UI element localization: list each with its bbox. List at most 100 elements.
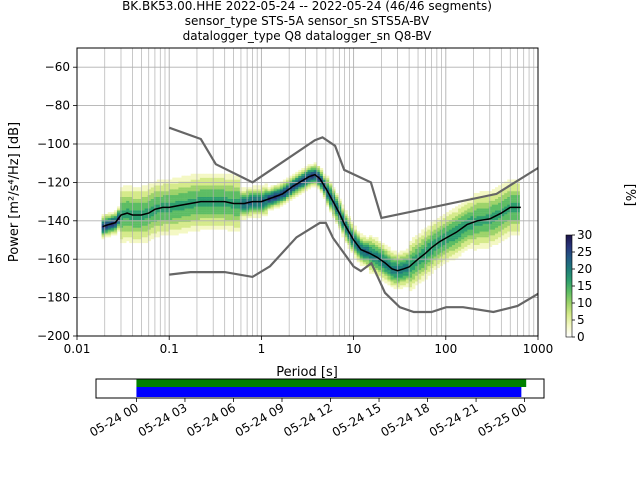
heatmap-cell bbox=[107, 216, 112, 219]
heatmap-cell bbox=[212, 177, 216, 180]
heatmap-cell bbox=[408, 267, 413, 270]
heatmap-cell bbox=[196, 210, 201, 213]
heatmap-cell bbox=[442, 239, 447, 242]
heatmap-cell bbox=[101, 216, 105, 219]
heatmap-cell bbox=[292, 179, 296, 182]
heatmap-cell bbox=[169, 196, 173, 199]
heatmap-cell bbox=[510, 221, 514, 224]
heatmap-cell bbox=[507, 233, 511, 236]
heatmap-cell bbox=[405, 260, 410, 263]
heatmap-cell bbox=[233, 206, 238, 209]
heatmap-cell bbox=[507, 225, 511, 228]
heatmap-cell bbox=[132, 212, 136, 215]
heatmap-cell bbox=[153, 217, 158, 221]
heatmap-cell bbox=[442, 233, 447, 236]
heatmap-cell bbox=[264, 192, 268, 196]
heatmap-cell bbox=[485, 244, 490, 247]
heatmap-cell bbox=[190, 204, 195, 207]
heatmap-cell bbox=[510, 210, 514, 213]
heatmap-cell bbox=[476, 208, 480, 211]
heatmap-cell bbox=[209, 185, 213, 188]
heatmap-cell bbox=[150, 216, 155, 219]
heatmap-cell bbox=[424, 231, 428, 234]
heatmap-cell bbox=[292, 187, 296, 190]
heatmap-cell bbox=[451, 212, 456, 215]
heatmap-cell bbox=[178, 196, 182, 199]
heatmap-cell bbox=[393, 254, 397, 257]
heatmap-cell bbox=[289, 196, 293, 199]
heatmap-cell bbox=[181, 212, 185, 215]
heatmap-cell bbox=[436, 221, 440, 224]
heatmap-cell bbox=[116, 214, 121, 217]
heatmap-cell bbox=[461, 204, 465, 207]
heatmap-cell bbox=[427, 237, 431, 240]
heatmap-cell bbox=[227, 187, 231, 190]
heatmap-cell bbox=[203, 221, 207, 224]
mean-psd-line bbox=[102, 173, 521, 272]
heatmap-cell bbox=[184, 187, 188, 190]
heatmap-cell bbox=[442, 244, 447, 247]
heatmap-cell bbox=[135, 225, 139, 228]
heatmap-cell bbox=[206, 227, 210, 230]
heatmap-cell bbox=[479, 216, 483, 219]
heatmap-cell bbox=[507, 217, 511, 221]
heatmap-cell bbox=[172, 185, 176, 188]
heatmap-cell bbox=[451, 216, 456, 219]
heatmap-cell bbox=[144, 206, 148, 209]
heatmap-cell bbox=[501, 237, 505, 240]
heatmap-cell bbox=[190, 212, 195, 215]
heatmap-cell bbox=[387, 256, 391, 259]
heatmap-cell bbox=[482, 210, 487, 213]
heatmap-cell bbox=[246, 210, 250, 213]
heatmap-cell bbox=[307, 173, 311, 176]
heatmap-cell bbox=[132, 206, 136, 209]
heatmap-cell bbox=[504, 223, 508, 226]
heatmap-cell bbox=[242, 194, 247, 197]
heatmap-cell bbox=[304, 166, 308, 169]
heatmap-cell bbox=[246, 212, 250, 215]
heatmap-cell bbox=[159, 229, 164, 232]
heatmap-cell bbox=[138, 191, 142, 194]
heatmap-cell bbox=[199, 196, 204, 199]
x-tick-label: 1000 bbox=[523, 342, 554, 356]
heatmap-cell bbox=[384, 256, 388, 259]
heatmap-cell bbox=[372, 260, 376, 263]
heatmap-cell bbox=[101, 214, 105, 217]
heatmap-cell bbox=[494, 235, 499, 238]
heatmap-cell bbox=[461, 231, 465, 234]
heatmap-cell bbox=[126, 231, 130, 234]
heatmap-cell bbox=[279, 191, 284, 194]
heatmap-cell bbox=[113, 233, 118, 236]
heatmap-cell bbox=[203, 177, 207, 180]
heatmap-cell bbox=[319, 177, 324, 180]
heatmap-cell bbox=[233, 175, 238, 178]
heatmap-cell bbox=[411, 256, 416, 259]
heatmap-cell bbox=[144, 239, 148, 242]
heatmap-cell bbox=[132, 225, 136, 228]
heatmap-cell bbox=[193, 221, 198, 224]
heatmap-cell bbox=[464, 229, 468, 232]
heatmap-cell bbox=[408, 248, 413, 251]
heatmap-cell bbox=[396, 267, 400, 270]
heatmap-cell bbox=[224, 194, 228, 197]
heatmap-cell bbox=[427, 240, 431, 244]
heatmap-cell bbox=[178, 192, 182, 196]
heatmap-cell bbox=[203, 179, 207, 182]
heatmap-cell bbox=[258, 185, 262, 188]
heatmap-cell bbox=[442, 217, 447, 221]
heatmap-cell bbox=[488, 208, 493, 211]
heatmap-cell bbox=[199, 187, 204, 190]
heatmap-cell bbox=[199, 208, 204, 211]
heatmap-cell bbox=[178, 210, 182, 213]
heatmap-cell bbox=[436, 239, 440, 242]
heatmap-cell bbox=[104, 225, 109, 228]
heatmap-cell bbox=[135, 208, 139, 211]
heatmap-cell bbox=[227, 189, 231, 192]
heatmap-cell bbox=[427, 235, 431, 238]
heatmap-cell bbox=[368, 260, 373, 263]
heatmap-cell bbox=[221, 204, 225, 207]
heatmap-cell bbox=[408, 283, 413, 286]
heatmap-cell bbox=[411, 273, 416, 276]
heatmap-cell bbox=[135, 229, 139, 232]
heatmap-cell bbox=[451, 250, 456, 253]
